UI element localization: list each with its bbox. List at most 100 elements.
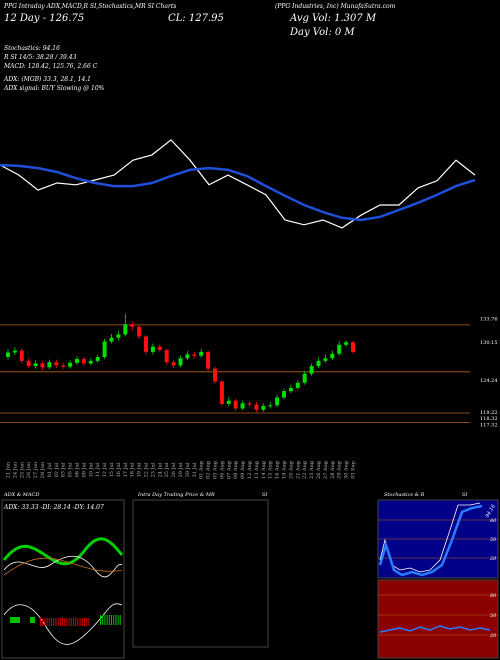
panel-title: ADX & MACD <box>3 492 39 498</box>
x-tick-label: 06 Aug <box>219 460 225 479</box>
x-tick-label: 15 Aug <box>268 460 274 479</box>
candle-body <box>130 324 135 327</box>
x-tick-label: 16 Aug <box>275 460 281 479</box>
adx-signal: ADX signal: BUY Slowing @ 10% <box>3 85 105 92</box>
x-tick-label: 11 Jul <box>95 462 101 477</box>
x-tick-label: 28 Jun <box>40 461 46 478</box>
x-tick-label: 26 Jul <box>171 462 177 477</box>
candle-body <box>323 358 328 361</box>
candle-body <box>150 346 155 352</box>
candle-body <box>61 365 66 367</box>
candle-body <box>81 358 86 364</box>
rsi-label: 20 <box>489 633 497 639</box>
candle-body <box>6 352 10 358</box>
avg-volume: Avg Vol: 1.307 M <box>289 13 377 24</box>
candle-body <box>330 353 335 359</box>
adx-line <box>2 537 124 566</box>
panel-title: Stochastics & R <box>384 492 425 498</box>
candle-body <box>123 324 128 335</box>
x-tick-label: 19 Jul <box>137 462 143 477</box>
x-tick-label: 26 Jun <box>26 461 32 478</box>
ma-line <box>0 163 476 222</box>
y-tick-label: 119.22 <box>480 410 498 416</box>
x-tick-label: 12 Jul <box>102 462 108 477</box>
x-tick-label: 24 Jun <box>12 461 18 478</box>
candle-body <box>219 381 224 404</box>
x-tick-label: 05 Aug <box>213 460 219 479</box>
candle-body <box>344 342 349 345</box>
candle-body <box>137 326 142 337</box>
candle-body <box>171 362 176 366</box>
candle-body <box>95 357 100 361</box>
candle-body <box>157 346 162 350</box>
day-volume: Day Vol: 0 M <box>289 27 355 38</box>
x-tick-label: 23 Jul <box>150 462 156 477</box>
macd-text: MACD: 128.42, 125.76, 2.66 C <box>3 63 98 70</box>
panel-title: SI <box>462 492 468 498</box>
candle-body <box>40 363 45 368</box>
candle-body <box>261 405 266 410</box>
x-tick-label: 29 Jul <box>178 462 184 477</box>
x-tick-label: 05 Jul <box>68 462 74 477</box>
day-value: 12 Day - 126.75 <box>4 13 84 24</box>
x-tick-label: 03 Sep <box>351 461 357 479</box>
x-tick-label: 01 Aug <box>199 460 205 479</box>
header-title: PPG Intraday ADX,MACD,R SI,Stochastics,M… <box>3 3 176 10</box>
di-line <box>3 555 123 578</box>
candle-body <box>47 362 52 368</box>
rsi-label: 50 <box>490 613 497 619</box>
x-tick-label: 14 Aug <box>261 460 267 479</box>
x-tick-label: 17 Jul <box>123 462 129 477</box>
x-tick-label: 08 Jul <box>75 462 81 477</box>
panel-frame <box>1 499 125 659</box>
candle-body <box>199 351 204 356</box>
candle-body <box>247 403 252 405</box>
header-company: (PPG Industries, Inc) MunafaSutra.com <box>275 3 396 10</box>
candle-body <box>33 363 38 367</box>
x-tick-label: 22 Jul <box>144 462 150 477</box>
macd-line <box>3 603 123 645</box>
close-value: CL: 127.95 <box>168 13 224 24</box>
x-tick-label: 09 Aug <box>240 460 246 479</box>
x-tick-label: 25 Jul <box>164 462 170 477</box>
candle-body <box>295 382 300 388</box>
candle-body <box>54 362 59 366</box>
candle-body <box>178 358 183 366</box>
ma-line <box>0 139 476 229</box>
x-tick-label: 19 Aug <box>282 460 288 479</box>
x-tick-label: 08 Aug <box>233 460 239 479</box>
candle-body <box>337 344 342 354</box>
panel-frame <box>132 499 269 648</box>
y-tick-label: 133.76 <box>480 317 498 323</box>
x-tick-label: 27 Aug <box>323 460 329 479</box>
candle-body <box>213 368 217 382</box>
x-tick-label: 22 Aug <box>302 460 308 479</box>
candle-body <box>268 405 273 407</box>
stoch-label: 80 <box>490 518 497 524</box>
x-tick-label: 15 Jul <box>109 462 115 477</box>
candle-body <box>185 354 190 359</box>
candle-body <box>75 358 79 363</box>
candle-body <box>254 404 259 410</box>
candle-body <box>288 387 293 392</box>
candle-body <box>116 334 121 338</box>
x-tick-label: 02 Jul <box>54 462 60 477</box>
panel-frame <box>377 579 499 659</box>
x-tick-label: 16 Jul <box>116 462 122 477</box>
x-tick-label: 09 Jul <box>81 462 87 477</box>
stoch-label: 20 <box>489 556 497 562</box>
candle-body <box>275 397 280 406</box>
panel-title: SI <box>262 492 268 498</box>
x-tick-label: 12 Aug <box>247 460 253 479</box>
y-tick-label: 130.15 <box>480 340 498 346</box>
x-tick-label: 24 Jul <box>157 462 163 477</box>
candle-body <box>316 360 321 367</box>
x-tick-label: 30 Jul <box>185 462 191 477</box>
rsi-label: 80 <box>490 593 497 599</box>
x-tick-label: 27 Jun <box>33 461 39 478</box>
candle-body <box>12 350 17 353</box>
rsi-line <box>379 625 491 633</box>
x-tick-label: 21 Aug <box>295 460 301 479</box>
x-tick-label: 13 Aug <box>254 460 260 479</box>
